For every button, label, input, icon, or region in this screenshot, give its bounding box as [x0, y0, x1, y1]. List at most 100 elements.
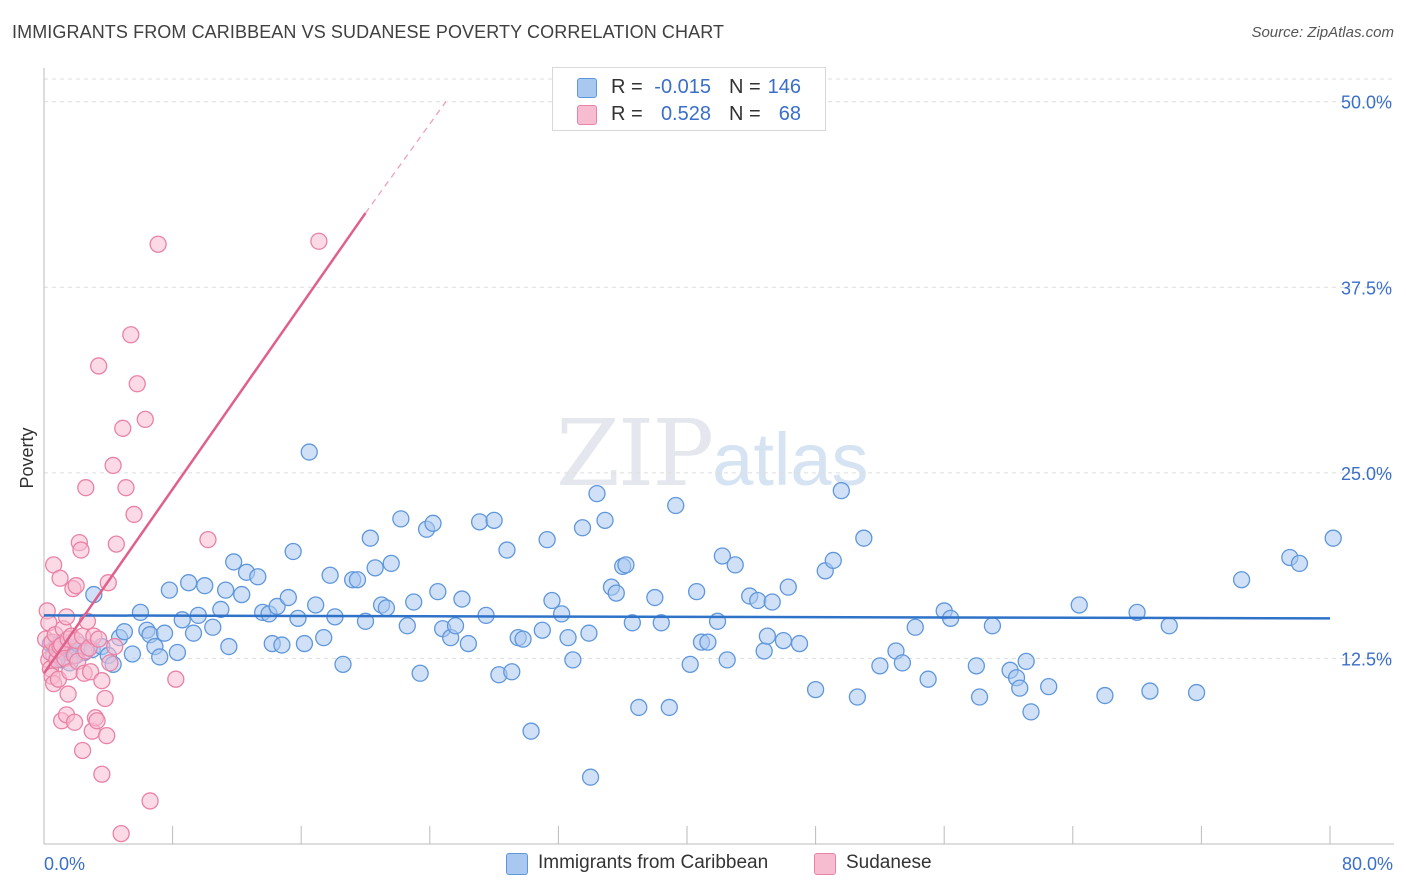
data-point-caribbean	[459, 634, 478, 653]
data-point-caribbean	[1096, 686, 1114, 705]
data-point-caribbean	[1128, 603, 1146, 622]
legend-swatch-sudanese	[814, 853, 836, 875]
data-point-caribbean	[824, 551, 842, 570]
data-point-caribbean	[726, 556, 744, 574]
data-point-sudanese	[106, 637, 124, 656]
data-point-caribbean	[424, 514, 442, 532]
data-point-caribbean	[667, 496, 685, 515]
legend-row-caribbean: R = -0.015 N = 146	[553, 74, 825, 100]
data-point-sudanese	[88, 712, 106, 730]
data-point-sudanese	[77, 479, 95, 497]
data-point-caribbean	[1141, 682, 1159, 700]
data-point-sudanese	[51, 569, 69, 587]
data-point-caribbean	[453, 590, 471, 608]
data-point-caribbean	[699, 633, 717, 651]
data-point-caribbean	[405, 593, 423, 611]
data-point-caribbean	[967, 657, 985, 675]
data-point-caribbean	[630, 698, 648, 717]
data-point-caribbean	[617, 556, 635, 574]
data-point-caribbean	[123, 645, 142, 663]
data-point-caribbean	[538, 531, 556, 549]
data-point-sudanese	[98, 726, 116, 745]
data-point-caribbean	[755, 642, 773, 660]
data-point-caribbean	[398, 617, 416, 635]
data-point-caribbean	[307, 596, 325, 614]
trend-line-sudanese	[42, 212, 367, 674]
legend-label-sudanese: Sudanese	[846, 852, 932, 873]
data-point-sudanese	[167, 670, 185, 688]
y-axis-label: Poverty	[17, 427, 37, 488]
data-point-caribbean	[749, 591, 767, 610]
data-point-caribbean	[220, 637, 238, 656]
data-point-caribbean	[983, 617, 1002, 635]
data-point-caribbean	[225, 553, 243, 571]
data-point-caribbean	[273, 636, 291, 654]
n-label: N =	[729, 103, 761, 125]
r-label: R =	[611, 76, 643, 98]
legend-row-sudanese: R = 0.528 N = 68	[553, 101, 825, 127]
data-point-caribbean	[361, 529, 379, 547]
data-point-caribbean	[392, 510, 410, 528]
data-point-caribbean	[718, 651, 736, 669]
x-tick-label-max: 80.0%	[1342, 854, 1393, 874]
n-value: 68	[778, 103, 801, 125]
data-point-caribbean	[596, 511, 614, 530]
data-point-caribbean	[446, 617, 465, 635]
data-point-caribbean	[652, 614, 670, 632]
data-point-caribbean	[848, 688, 867, 706]
data-point-sudanese	[117, 479, 135, 497]
data-point-caribbean	[1070, 596, 1088, 614]
data-point-sudanese	[107, 535, 125, 553]
series-caribbean-points	[41, 443, 1342, 786]
data-point-caribbean	[151, 648, 169, 666]
legend-label-caribbean: Immigrants from Caribbean	[538, 852, 769, 873]
data-point-caribbean	[580, 624, 598, 642]
data-point-sudanese	[141, 792, 159, 810]
data-point-caribbean	[249, 568, 267, 586]
y-tick-label: 50.0%	[1341, 93, 1392, 113]
data-point-caribbean	[279, 588, 297, 607]
x-tick-label-min: 0.0%	[44, 854, 85, 874]
data-point-caribbean	[779, 578, 797, 596]
data-point-caribbean	[300, 443, 318, 461]
data-point-caribbean	[289, 609, 307, 627]
r-label: R =	[611, 103, 643, 125]
data-point-caribbean	[514, 630, 532, 648]
data-point-sudanese	[310, 232, 328, 250]
data-point-sudanese	[101, 654, 119, 672]
data-point-sudanese	[73, 741, 92, 760]
n-label: N =	[729, 76, 761, 98]
data-point-caribbean	[1324, 529, 1342, 547]
data-point-caribbean	[204, 618, 222, 636]
data-point-caribbean	[552, 605, 571, 623]
data-point-caribbean	[713, 547, 732, 565]
data-point-sudanese	[57, 608, 76, 626]
data-point-caribbean	[184, 624, 203, 642]
data-point-caribbean	[681, 655, 699, 674]
data-point-caribbean	[503, 663, 521, 681]
axes	[43, 68, 1394, 845]
data-point-caribbean	[646, 588, 664, 607]
data-point-sudanese	[81, 663, 100, 681]
data-point-sudanese	[93, 765, 111, 783]
data-point-caribbean	[268, 597, 286, 616]
data-point-caribbean	[906, 618, 924, 636]
data-point-sudanese	[199, 531, 217, 549]
data-point-caribbean	[763, 593, 781, 611]
data-point-caribbean	[216, 581, 235, 599]
data-point-caribbean	[470, 513, 489, 531]
data-point-caribbean	[790, 634, 809, 653]
data-point-caribbean	[522, 722, 540, 740]
data-point-sudanese	[128, 375, 146, 393]
data-point-sudanese	[59, 685, 77, 703]
data-point-caribbean	[758, 627, 777, 645]
watermark-zip: ZIP	[556, 400, 714, 507]
data-point-sudanese	[67, 577, 85, 595]
data-point-caribbean	[687, 582, 706, 601]
data-point-caribbean	[855, 529, 873, 547]
data-point-caribbean	[196, 577, 214, 595]
data-point-caribbean	[581, 768, 600, 786]
data-point-sudanese	[149, 235, 167, 253]
data-point-caribbean	[115, 623, 134, 641]
